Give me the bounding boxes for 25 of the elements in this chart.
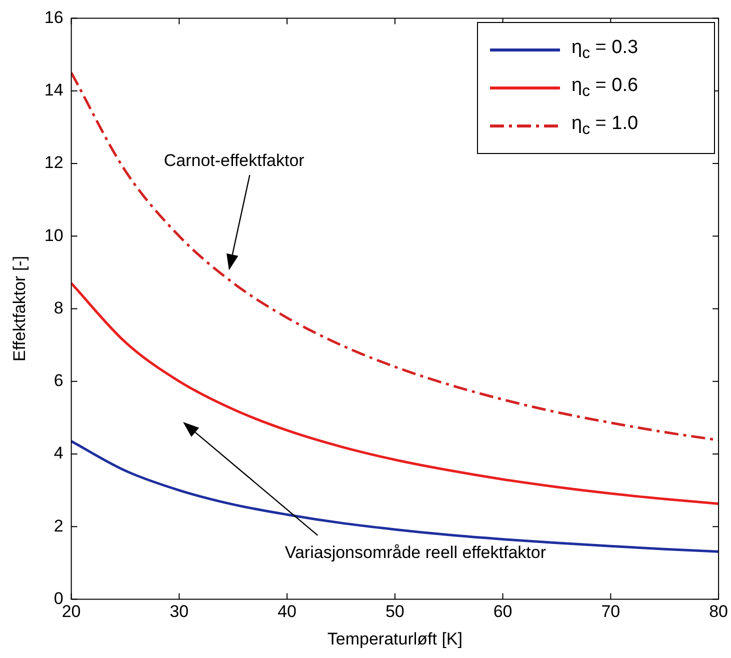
x-tick-label: 70 bbox=[601, 602, 620, 622]
y-tick-label: 16 bbox=[44, 8, 64, 27]
y-tick-label: 8 bbox=[54, 298, 64, 318]
line-series bbox=[71, 71, 719, 442]
x-tick-label: 60 bbox=[493, 602, 512, 622]
x-tick-label: 20 bbox=[62, 602, 81, 622]
legend-label: η$_{c}$ = 0.6 bbox=[572, 75, 638, 102]
y-tick-label: 2 bbox=[54, 516, 64, 536]
y-tick-label: 10 bbox=[44, 226, 64, 245]
y-axis-title: Effektfaktor [-] bbox=[10, 256, 29, 362]
x-tick-label: 80 bbox=[709, 602, 728, 622]
x-tick-label: 40 bbox=[278, 602, 297, 622]
x-tick-label: 50 bbox=[385, 602, 404, 622]
y-tick-label: 6 bbox=[54, 371, 64, 390]
x-axis-title: Temperaturløft [K] bbox=[327, 629, 462, 648]
y-tick-label: 12 bbox=[44, 153, 64, 172]
legend-label: η$_{c}$ = 0.3 bbox=[572, 37, 638, 64]
annotation: Variasjonsområde reell effektfaktor bbox=[284, 542, 546, 563]
legend-label: η$_{c}$ = 1.0 bbox=[572, 113, 638, 140]
y-tick-label: 14 bbox=[44, 80, 64, 100]
annotation: Carnot-effektfaktor bbox=[164, 150, 304, 171]
y-tick-label: 0 bbox=[54, 588, 64, 608]
x-tick-label: 30 bbox=[170, 602, 189, 622]
line-series bbox=[71, 282, 719, 505]
y-tick-label: 4 bbox=[54, 444, 64, 463]
